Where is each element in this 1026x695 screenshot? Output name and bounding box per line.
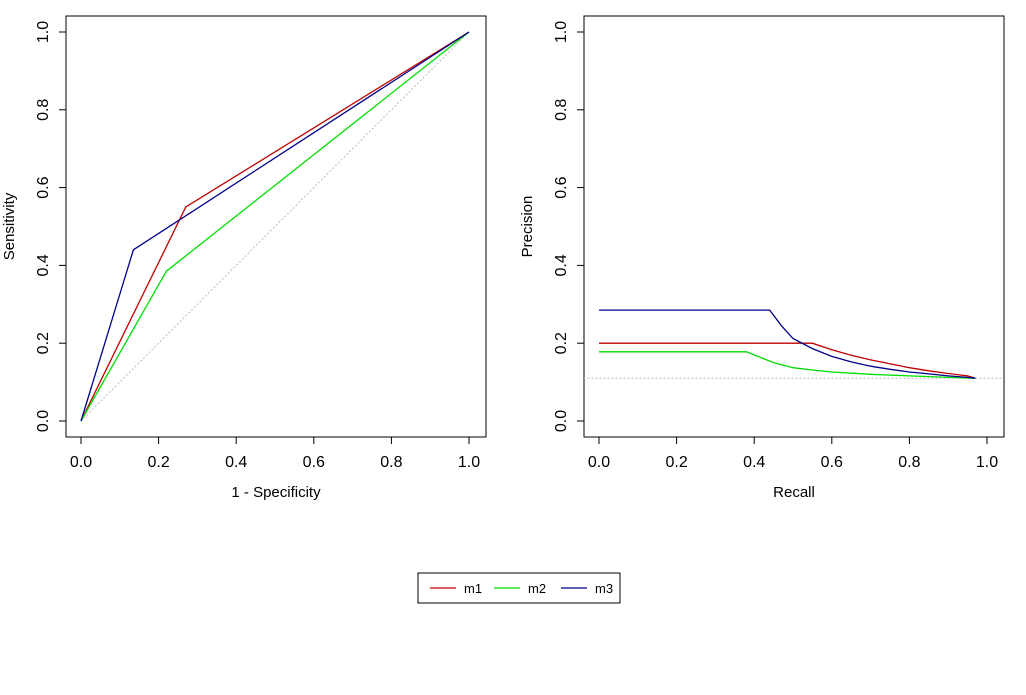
y-tick-label: 0.4	[35, 254, 52, 276]
x-tick-label: 0.6	[821, 454, 843, 471]
y-tick-label: 1.0	[35, 21, 52, 43]
x-tick-label: 0.2	[665, 454, 687, 471]
legend-label-m1: m1	[464, 581, 482, 596]
y-tick-label: 0.8	[35, 99, 52, 121]
x-axis-title: Recall	[773, 484, 815, 501]
y-tick-label: 0.6	[553, 176, 570, 198]
reference-line	[80, 31, 470, 422]
legend: m1 m2 m3	[417, 572, 621, 604]
x-tick-label: 0.4	[743, 454, 765, 471]
y-axis-title: Precision	[519, 196, 536, 258]
x-tick-label: 0.4	[225, 454, 247, 471]
x-tick-label: 0.2	[147, 454, 169, 471]
series-line-m1	[599, 342, 976, 379]
series-line-m3	[80, 31, 470, 422]
x-tick-label: 0.8	[898, 454, 920, 471]
legend-label-m3: m3	[595, 581, 613, 596]
series-line-m3	[599, 309, 976, 379]
series-line-m1	[80, 31, 470, 422]
series-line-m2	[599, 351, 976, 379]
y-axis-title: Sensitivity	[1, 192, 18, 260]
x-tick-label: 1.0	[976, 454, 998, 471]
plot-frame	[583, 15, 1005, 438]
x-tick-label: 0.8	[380, 454, 402, 471]
x-tick-label: 0.0	[70, 454, 92, 471]
y-tick-label: 1.0	[553, 21, 570, 43]
plot-frame	[65, 15, 487, 438]
y-tick-label: 0.0	[35, 410, 52, 432]
x-tick-label: 0.0	[588, 454, 610, 471]
y-tick-label: 0.0	[553, 410, 570, 432]
series-line-m2	[80, 31, 470, 422]
y-tick-label: 0.6	[35, 176, 52, 198]
x-tick-label: 1.0	[458, 454, 480, 471]
precision-recall-plot: 0.0 0.2 0.4 0.6 0.8 1.0 0.0 0.2 0.4 0.6 0.8 1.0 Reca…	[519, 15, 1005, 501]
y-tick-label: 0.4	[553, 254, 570, 276]
x-axis-title: 1 - Specificity	[231, 484, 321, 501]
y-tick-label: 0.2	[35, 332, 52, 354]
y-tick-label: 0.8	[553, 99, 570, 121]
y-tick-label: 0.2	[553, 332, 570, 354]
legend-label-m2: m2	[528, 581, 546, 596]
roc-plot: 0.0 0.2 0.4 0.6 0.8 1.0 0.0 0.2 0.4 0.6 0.8 1.0 1 - …	[1, 15, 487, 501]
x-tick-label: 0.6	[303, 454, 325, 471]
